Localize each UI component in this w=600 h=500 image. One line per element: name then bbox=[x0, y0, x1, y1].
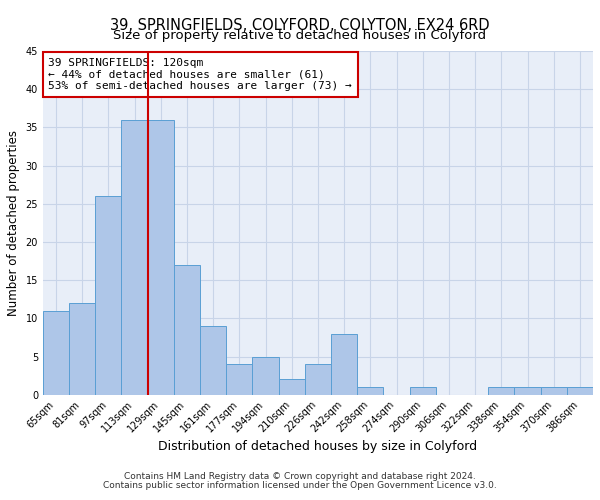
Bar bbox=[69, 303, 95, 394]
Text: 39, SPRINGFIELDS, COLYFORD, COLYTON, EX24 6RD: 39, SPRINGFIELDS, COLYFORD, COLYTON, EX2… bbox=[110, 18, 490, 32]
Bar bbox=[567, 387, 593, 394]
Bar bbox=[488, 387, 514, 394]
Bar bbox=[357, 387, 383, 394]
Text: 39 SPRINGFIELDS: 120sqm
← 44% of detached houses are smaller (61)
53% of semi-de: 39 SPRINGFIELDS: 120sqm ← 44% of detache… bbox=[49, 58, 352, 91]
Bar bbox=[514, 387, 541, 394]
Text: Contains public sector information licensed under the Open Government Licence v3: Contains public sector information licen… bbox=[103, 481, 497, 490]
Bar bbox=[200, 326, 226, 394]
Bar bbox=[541, 387, 567, 394]
Bar bbox=[331, 334, 357, 394]
Bar bbox=[95, 196, 121, 394]
Bar bbox=[278, 380, 305, 394]
Bar bbox=[305, 364, 331, 394]
X-axis label: Distribution of detached houses by size in Colyford: Distribution of detached houses by size … bbox=[158, 440, 478, 453]
Bar bbox=[43, 310, 69, 394]
Text: Size of property relative to detached houses in Colyford: Size of property relative to detached ho… bbox=[113, 29, 487, 42]
Bar bbox=[253, 356, 278, 395]
Y-axis label: Number of detached properties: Number of detached properties bbox=[7, 130, 20, 316]
Text: Contains HM Land Registry data © Crown copyright and database right 2024.: Contains HM Land Registry data © Crown c… bbox=[124, 472, 476, 481]
Bar bbox=[174, 265, 200, 394]
Bar bbox=[121, 120, 148, 394]
Bar bbox=[410, 387, 436, 394]
Bar bbox=[148, 120, 174, 394]
Bar bbox=[226, 364, 253, 394]
